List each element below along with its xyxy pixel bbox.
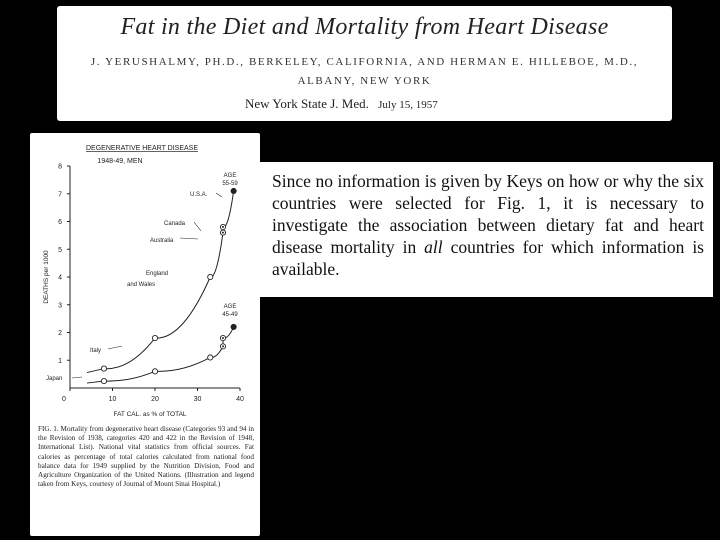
journal-name: New York State J. Med. xyxy=(245,96,369,111)
data-point xyxy=(207,273,214,281)
chart-marks: AGE 55-59 AGE 45-49 Japan Italy England and Wal… xyxy=(46,173,238,385)
data-point xyxy=(230,323,237,330)
figure-caption: FIG. 1. Mortality from degenerative hear… xyxy=(38,425,254,489)
data-point xyxy=(207,354,214,361)
country-label: Italy xyxy=(90,348,101,354)
y-tick-label: 1 xyxy=(58,358,62,365)
leader-line xyxy=(71,376,83,379)
x-tick-label: 10 xyxy=(109,396,117,403)
data-point xyxy=(230,187,237,195)
point-marker xyxy=(230,187,237,195)
data-point xyxy=(100,365,108,372)
country-label: England xyxy=(146,271,168,277)
x-tick-label: 0 xyxy=(62,396,66,403)
data-point xyxy=(219,229,227,236)
data-point xyxy=(219,343,227,350)
x-tick-label: 20 xyxy=(151,396,159,403)
point-marker xyxy=(207,354,214,361)
y-tick-label: 8 xyxy=(58,164,62,171)
y-tick-label: 3 xyxy=(58,302,62,309)
x-tick-label: 40 xyxy=(236,396,244,403)
figure-card: DEGENERATIVE HEART DISEASE 1948-49, MEN … xyxy=(30,133,260,536)
point-center-dot xyxy=(222,231,224,234)
article-header: Fat in the Diet and Mortality from Heart… xyxy=(57,6,672,121)
country-label: Canada xyxy=(164,221,186,227)
quote-text-before: Since no information is given by Keys on… xyxy=(272,171,704,257)
data-point xyxy=(219,224,227,231)
chart-subtitle: 1948-49, MEN xyxy=(97,158,142,165)
point-marker xyxy=(151,334,159,342)
authors-line-1: J. YERUSHALMY, PH.D., BERKELEY, CALIFORN… xyxy=(90,56,639,68)
x-tick-label: 30 xyxy=(194,396,202,403)
leader-line xyxy=(179,237,199,240)
quote-emphasis: all xyxy=(424,237,443,257)
authors-line-2: ALBANY, NEW YORK xyxy=(297,75,432,87)
point-marker xyxy=(151,368,159,375)
series-label-age: AGE xyxy=(224,304,237,310)
y-tick-label: 2 xyxy=(58,330,62,337)
quote-text: Since no information is given by Keys on… xyxy=(272,170,704,280)
x-axis-label: FAT CAL. as % of TOTAL xyxy=(113,411,186,418)
data-point xyxy=(151,334,159,342)
article-title: Fat in the Diet and Mortality from Heart… xyxy=(120,14,609,40)
country-label: and Wales xyxy=(127,282,155,288)
series-label-age: AGE xyxy=(224,173,237,179)
series-label-range: 45-49 xyxy=(222,312,238,318)
y-tick-label: 5 xyxy=(58,247,62,254)
data-point xyxy=(100,378,108,385)
leader-line xyxy=(193,221,202,232)
chart-axes: 0 10 20 30 40 1 2 3 4 5 6 7 8 xyxy=(58,164,244,404)
point-marker xyxy=(230,323,237,330)
point-marker xyxy=(100,378,108,385)
point-marker xyxy=(207,273,214,281)
point-center-dot xyxy=(222,226,224,229)
publication-date: July 15, 1957 xyxy=(378,99,438,111)
chart-title: DEGENERATIVE HEART DISEASE xyxy=(86,145,198,152)
y-tick-label: 7 xyxy=(58,191,62,198)
leader-line xyxy=(215,192,223,198)
y-tick-label: 4 xyxy=(58,275,62,282)
point-marker xyxy=(100,365,108,372)
quote-card: Since no information is given by Keys on… xyxy=(260,162,713,297)
series-line-age-55-59 xyxy=(86,190,235,374)
country-label: Japan xyxy=(46,376,62,382)
point-center-dot xyxy=(222,337,224,340)
leader-line xyxy=(107,345,123,350)
country-label: U.S.A. xyxy=(190,192,208,198)
article-authors: J. YERUSHALMY, PH.D., BERKELEY, CALIFORN… xyxy=(77,53,652,91)
mortality-chart: DEGENERATIVE HEART DISEASE 1948-49, MEN … xyxy=(43,145,244,418)
journal-citation: New York State J. Med. July 15, 1957 xyxy=(245,96,438,112)
data-point xyxy=(151,368,159,375)
y-tick-label: 6 xyxy=(58,219,62,226)
series-label-range: 55-59 xyxy=(222,181,238,187)
data-point xyxy=(219,334,227,342)
country-label: Australia xyxy=(150,238,174,244)
point-center-dot xyxy=(222,345,224,348)
y-axis-label: DEATHS per 1000 xyxy=(43,250,50,304)
quote-text-after: countries for which information is avail… xyxy=(272,237,704,279)
